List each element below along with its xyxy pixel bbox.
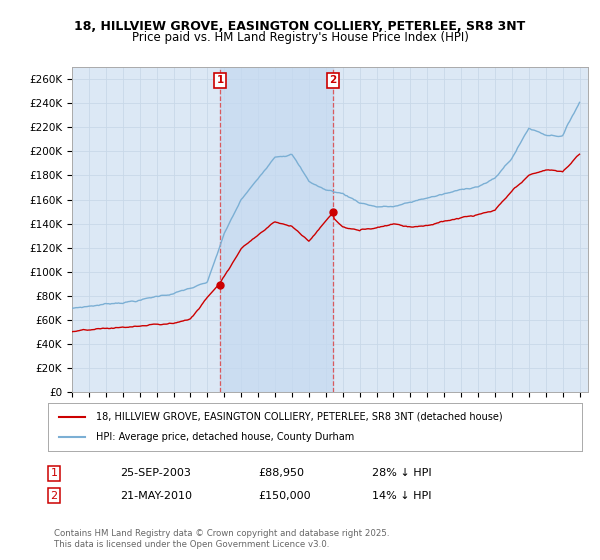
Text: 2: 2 [50,491,58,501]
Text: HPI: Average price, detached house, County Durham: HPI: Average price, detached house, Coun… [96,432,355,442]
Text: 28% ↓ HPI: 28% ↓ HPI [372,468,431,478]
Text: 1: 1 [217,76,224,85]
Bar [220,67,333,392]
Text: 25-SEP-2003: 25-SEP-2003 [120,468,191,478]
Text: £88,950: £88,950 [258,468,304,478]
Text: 21-MAY-2010: 21-MAY-2010 [120,491,192,501]
Text: 1: 1 [50,468,58,478]
Text: £150,000: £150,000 [258,491,311,501]
Text: 14% ↓ HPI: 14% ↓ HPI [372,491,431,501]
Text: Contains HM Land Registry data © Crown copyright and database right 2025.
This d: Contains HM Land Registry data © Crown c… [54,529,389,549]
Text: 18, HILLVIEW GROVE, EASINGTON COLLIERY, PETERLEE, SR8 3NT: 18, HILLVIEW GROVE, EASINGTON COLLIERY, … [74,20,526,32]
Text: 18, HILLVIEW GROVE, EASINGTON COLLIERY, PETERLEE, SR8 3NT (detached house): 18, HILLVIEW GROVE, EASINGTON COLLIERY, … [96,412,503,422]
Text: 2: 2 [329,76,337,85]
Text: Price paid vs. HM Land Registry's House Price Index (HPI): Price paid vs. HM Land Registry's House … [131,31,469,44]
